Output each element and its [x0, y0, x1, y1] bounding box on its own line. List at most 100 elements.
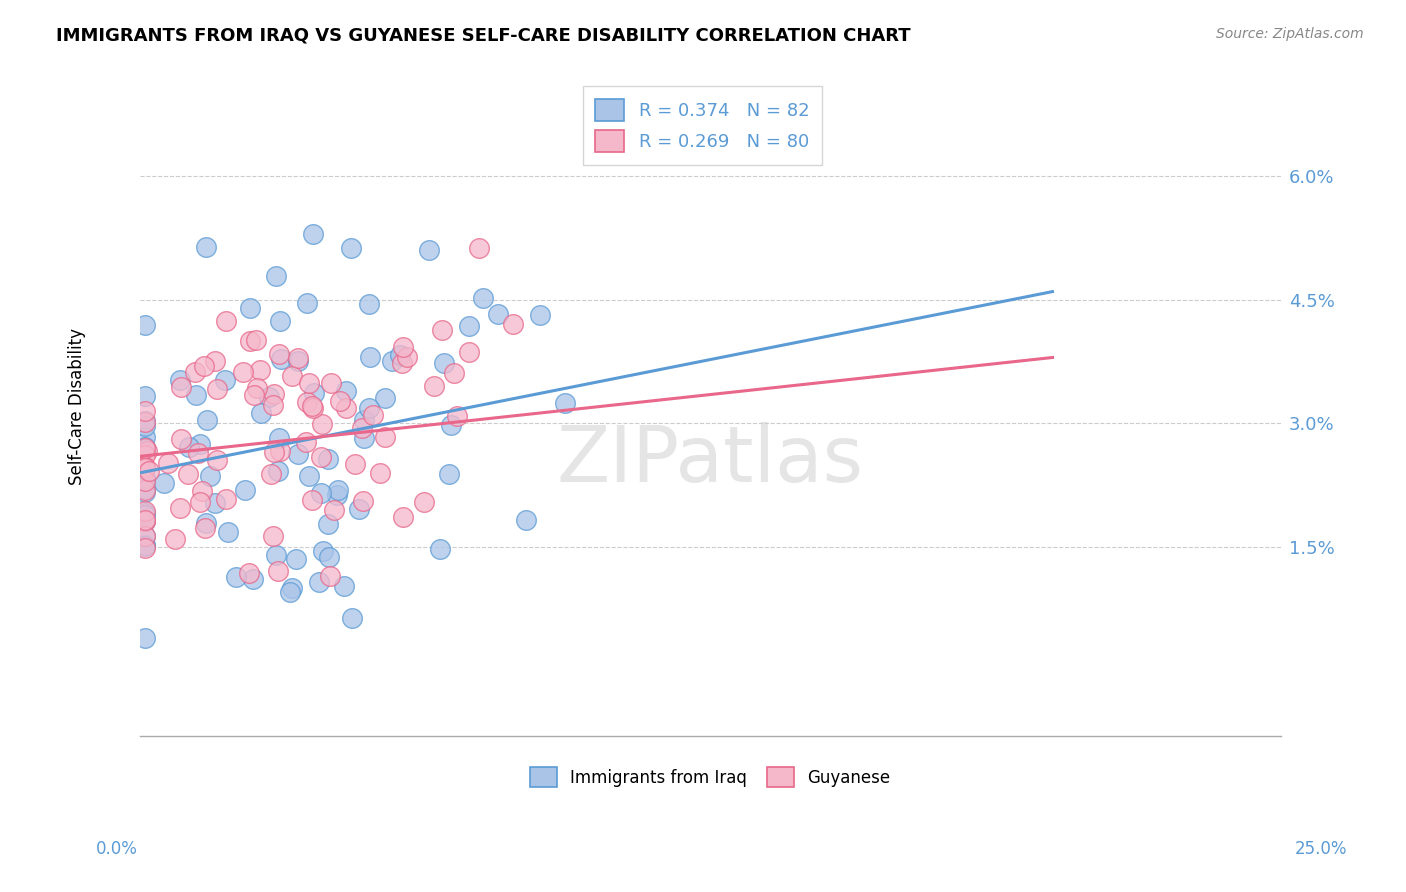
Point	[309, 450, 332, 464]
Point	[413, 495, 436, 509]
Text: ZIPatlas: ZIPatlas	[557, 422, 863, 498]
Point	[207, 452, 229, 467]
Point	[135, 443, 157, 458]
Point	[311, 417, 333, 431]
Point	[269, 444, 291, 458]
Point	[194, 516, 217, 530]
Point	[359, 297, 381, 311]
Point	[233, 483, 256, 497]
Point	[165, 533, 187, 547]
Text: Self-Care Disability: Self-Care Disability	[69, 328, 86, 485]
Point	[281, 369, 304, 384]
Point	[446, 409, 468, 423]
Point	[134, 474, 156, 488]
Point	[263, 386, 285, 401]
Point	[515, 513, 537, 527]
Point	[134, 484, 156, 499]
Point	[225, 570, 247, 584]
Point	[204, 496, 226, 510]
Point	[134, 461, 156, 475]
Point	[270, 351, 292, 366]
Point	[486, 306, 509, 320]
Point	[200, 469, 222, 483]
Point	[311, 544, 333, 558]
Point	[287, 446, 309, 460]
Point	[195, 413, 218, 427]
Point	[134, 388, 156, 402]
Point	[326, 488, 349, 502]
Point	[302, 401, 325, 415]
Point	[316, 452, 339, 467]
Point	[138, 464, 160, 478]
Point	[245, 333, 267, 347]
Point	[169, 432, 191, 446]
Point	[347, 502, 370, 516]
Point	[134, 483, 156, 498]
Point	[301, 492, 323, 507]
Point	[266, 548, 288, 562]
Point	[134, 508, 156, 522]
Point	[443, 367, 465, 381]
Point	[191, 484, 214, 499]
Point	[352, 494, 374, 508]
Point	[239, 334, 262, 349]
Point	[269, 431, 291, 445]
Point	[266, 564, 288, 578]
Point	[134, 448, 156, 462]
Text: 0.0%: 0.0%	[96, 840, 138, 858]
Point	[134, 514, 156, 528]
Point	[392, 340, 415, 354]
Point	[423, 378, 446, 392]
Point	[257, 390, 280, 404]
Point	[134, 318, 156, 333]
Point	[134, 441, 156, 455]
Point	[190, 495, 212, 509]
Point	[184, 365, 207, 379]
Text: IMMIGRANTS FROM IRAQ VS GUYANESE SELF-CARE DISABILITY CORRELATION CHART: IMMIGRANTS FROM IRAQ VS GUYANESE SELF-CA…	[56, 27, 911, 45]
Point	[134, 507, 156, 521]
Point	[242, 388, 264, 402]
Point	[215, 314, 238, 328]
Point	[368, 466, 391, 480]
Point	[287, 351, 309, 365]
Point	[262, 398, 284, 412]
Point	[232, 365, 254, 379]
Point	[301, 400, 323, 414]
Point	[457, 318, 479, 333]
Point	[433, 356, 456, 370]
Point	[177, 467, 200, 482]
Point	[193, 359, 215, 373]
Point	[295, 296, 318, 310]
Point	[238, 566, 260, 581]
Point	[263, 445, 285, 459]
Point	[134, 541, 156, 555]
Point	[134, 503, 156, 517]
Point	[298, 376, 321, 391]
Point	[266, 464, 288, 478]
Point	[529, 308, 551, 322]
Point	[134, 631, 156, 645]
Point	[134, 443, 156, 458]
Point	[319, 376, 342, 390]
Point	[374, 429, 396, 443]
Point	[134, 471, 156, 485]
Point	[194, 240, 217, 254]
Point	[430, 323, 453, 337]
Point	[214, 373, 236, 387]
Point	[156, 456, 179, 470]
Point	[429, 542, 451, 557]
Point	[502, 317, 524, 331]
Text: 25.0%: 25.0%	[1295, 840, 1347, 858]
Point	[134, 529, 156, 543]
Point	[242, 573, 264, 587]
Point	[267, 346, 290, 360]
Point	[169, 373, 191, 387]
Point	[326, 483, 349, 498]
Point	[458, 344, 481, 359]
Point	[262, 529, 284, 543]
Point	[374, 391, 396, 405]
Point	[319, 569, 342, 583]
Point	[335, 384, 357, 398]
Point	[301, 227, 323, 242]
Point	[215, 491, 238, 506]
